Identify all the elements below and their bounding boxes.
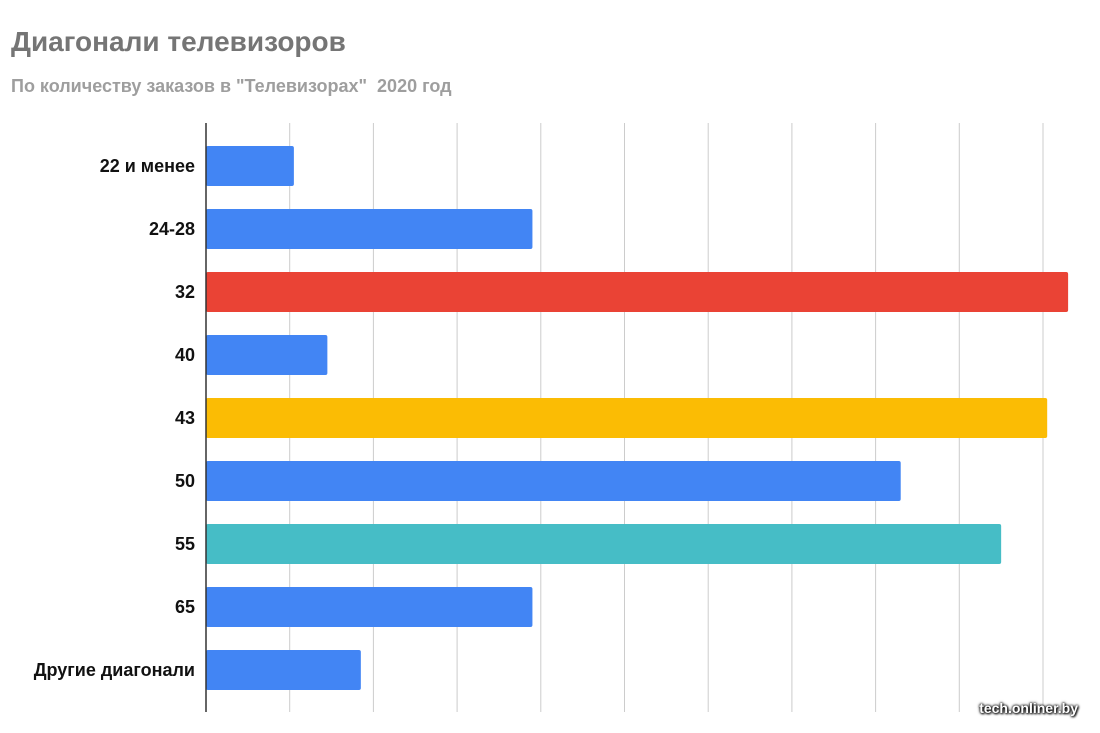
- bar: [206, 650, 361, 690]
- category-label: 50: [175, 471, 195, 491]
- category-labels: 22 и менее 24-28 32 40 43 50 55 65 Другие диагон…: [34, 156, 195, 680]
- bar: [206, 587, 533, 627]
- bar: [206, 524, 1002, 564]
- category-label: 55: [175, 534, 195, 554]
- bar: [206, 335, 328, 375]
- category-label: 24-28: [149, 219, 195, 239]
- chart-title: Диагонали телевизоров: [11, 26, 346, 57]
- category-label: Другие диагонали: [34, 660, 195, 680]
- bar: [206, 146, 294, 186]
- bar: [206, 398, 1048, 438]
- chart-subtitle: По количеству заказов в "Телевизорах" 20…: [11, 76, 452, 96]
- category-label: 40: [175, 345, 195, 365]
- category-label: 65: [175, 597, 195, 617]
- bar: [206, 272, 1069, 312]
- category-label: 32: [175, 282, 195, 302]
- bar: [206, 461, 901, 501]
- category-label: 43: [175, 408, 195, 428]
- category-label: 22 и менее: [100, 156, 195, 176]
- bar: [206, 209, 533, 249]
- bars: [206, 146, 1069, 690]
- watermark: tech.onliner.by: [979, 700, 1078, 716]
